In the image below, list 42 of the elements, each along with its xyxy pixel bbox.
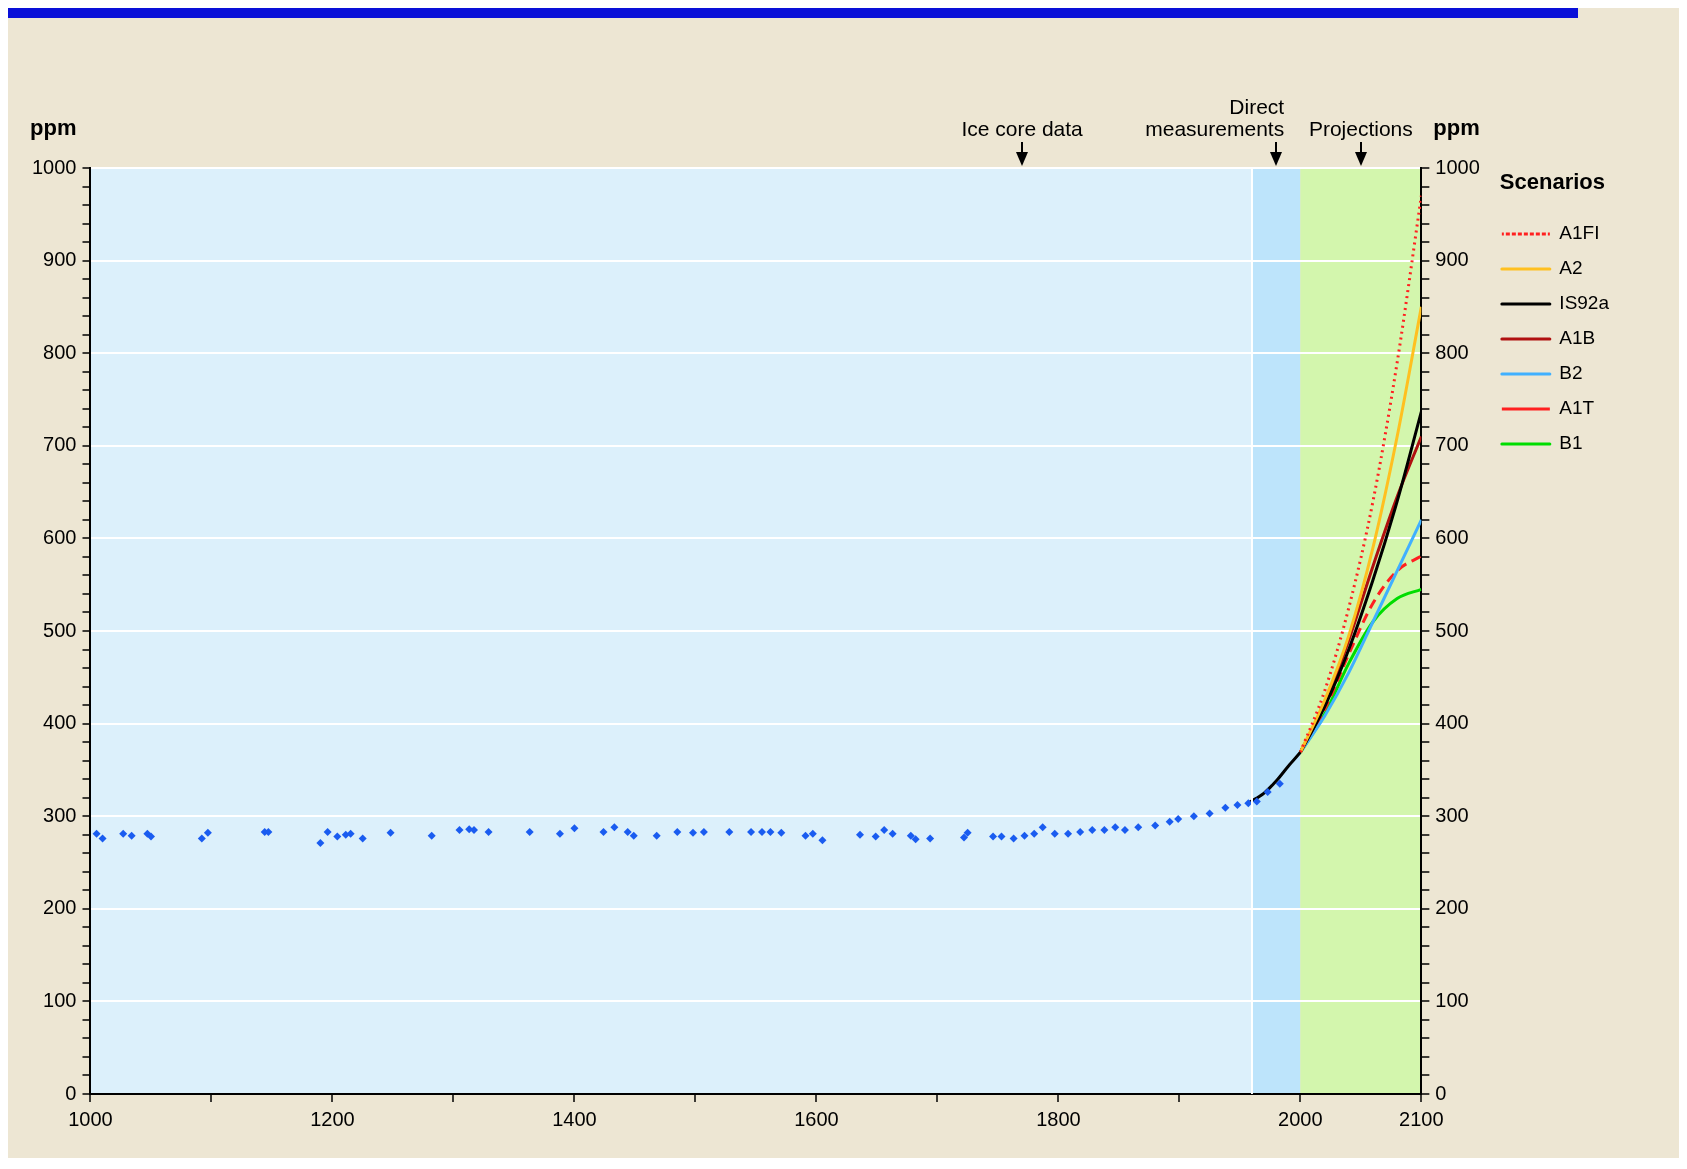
legend-title: Scenarios	[1499, 169, 1606, 195]
legend-label: A1FI	[1559, 222, 1600, 244]
y-tick-label: 700	[43, 433, 77, 456]
y2-tick-label: 1000	[1435, 155, 1480, 178]
legend-label: IS92a	[1559, 292, 1610, 314]
y2-tick-label: 800	[1435, 340, 1469, 363]
y2-tick-label: 400	[1435, 711, 1469, 734]
y-tick-label: 0	[65, 1081, 77, 1104]
x-tick-label: 1600	[794, 1107, 839, 1130]
y2-tick-label: 300	[1435, 803, 1469, 826]
band-label: Projections	[1308, 117, 1413, 140]
y2-tick-label: 900	[1435, 248, 1469, 271]
y2-tick-label: 600	[1435, 525, 1469, 548]
legend-label: B1	[1559, 432, 1583, 454]
legend-label: A1T	[1559, 397, 1595, 419]
y-tick-label: 400	[43, 711, 77, 734]
y-tick-label: 300	[43, 803, 77, 826]
y2-axis-title: ppm	[1433, 115, 1480, 141]
legend-label: A1B	[1559, 327, 1596, 349]
x-tick-label: 1000	[68, 1107, 113, 1130]
band-label: Ice core data	[961, 117, 1083, 140]
y-tick-label: 200	[43, 896, 77, 919]
band-label: Direct measurements	[1144, 95, 1285, 140]
y-axis-title: ppm	[30, 115, 77, 141]
x-tick-label: 2100	[1399, 1107, 1444, 1130]
y2-tick-label: 100	[1435, 988, 1469, 1011]
y-tick-label: 900	[43, 248, 77, 271]
y-tick-label: 500	[43, 618, 77, 641]
x-tick-label: 1400	[552, 1107, 597, 1130]
x-tick-label: 1200	[310, 1107, 355, 1130]
y-tick-label: 600	[43, 525, 77, 548]
legend-label: A2	[1559, 257, 1583, 279]
x-tick-label: 2000	[1278, 1107, 1323, 1130]
x-tick-label: 1800	[1036, 1107, 1081, 1130]
y2-tick-label: 0	[1435, 1081, 1447, 1104]
y2-tick-label: 700	[1435, 433, 1469, 456]
legend-label: B2	[1559, 362, 1583, 384]
y2-tick-label: 500	[1435, 618, 1469, 641]
y-tick-label: 100	[43, 988, 77, 1011]
y2-tick-label: 200	[1435, 896, 1469, 919]
y-tick-label: 1000	[31, 155, 77, 178]
y-tick-label: 800	[43, 340, 77, 363]
